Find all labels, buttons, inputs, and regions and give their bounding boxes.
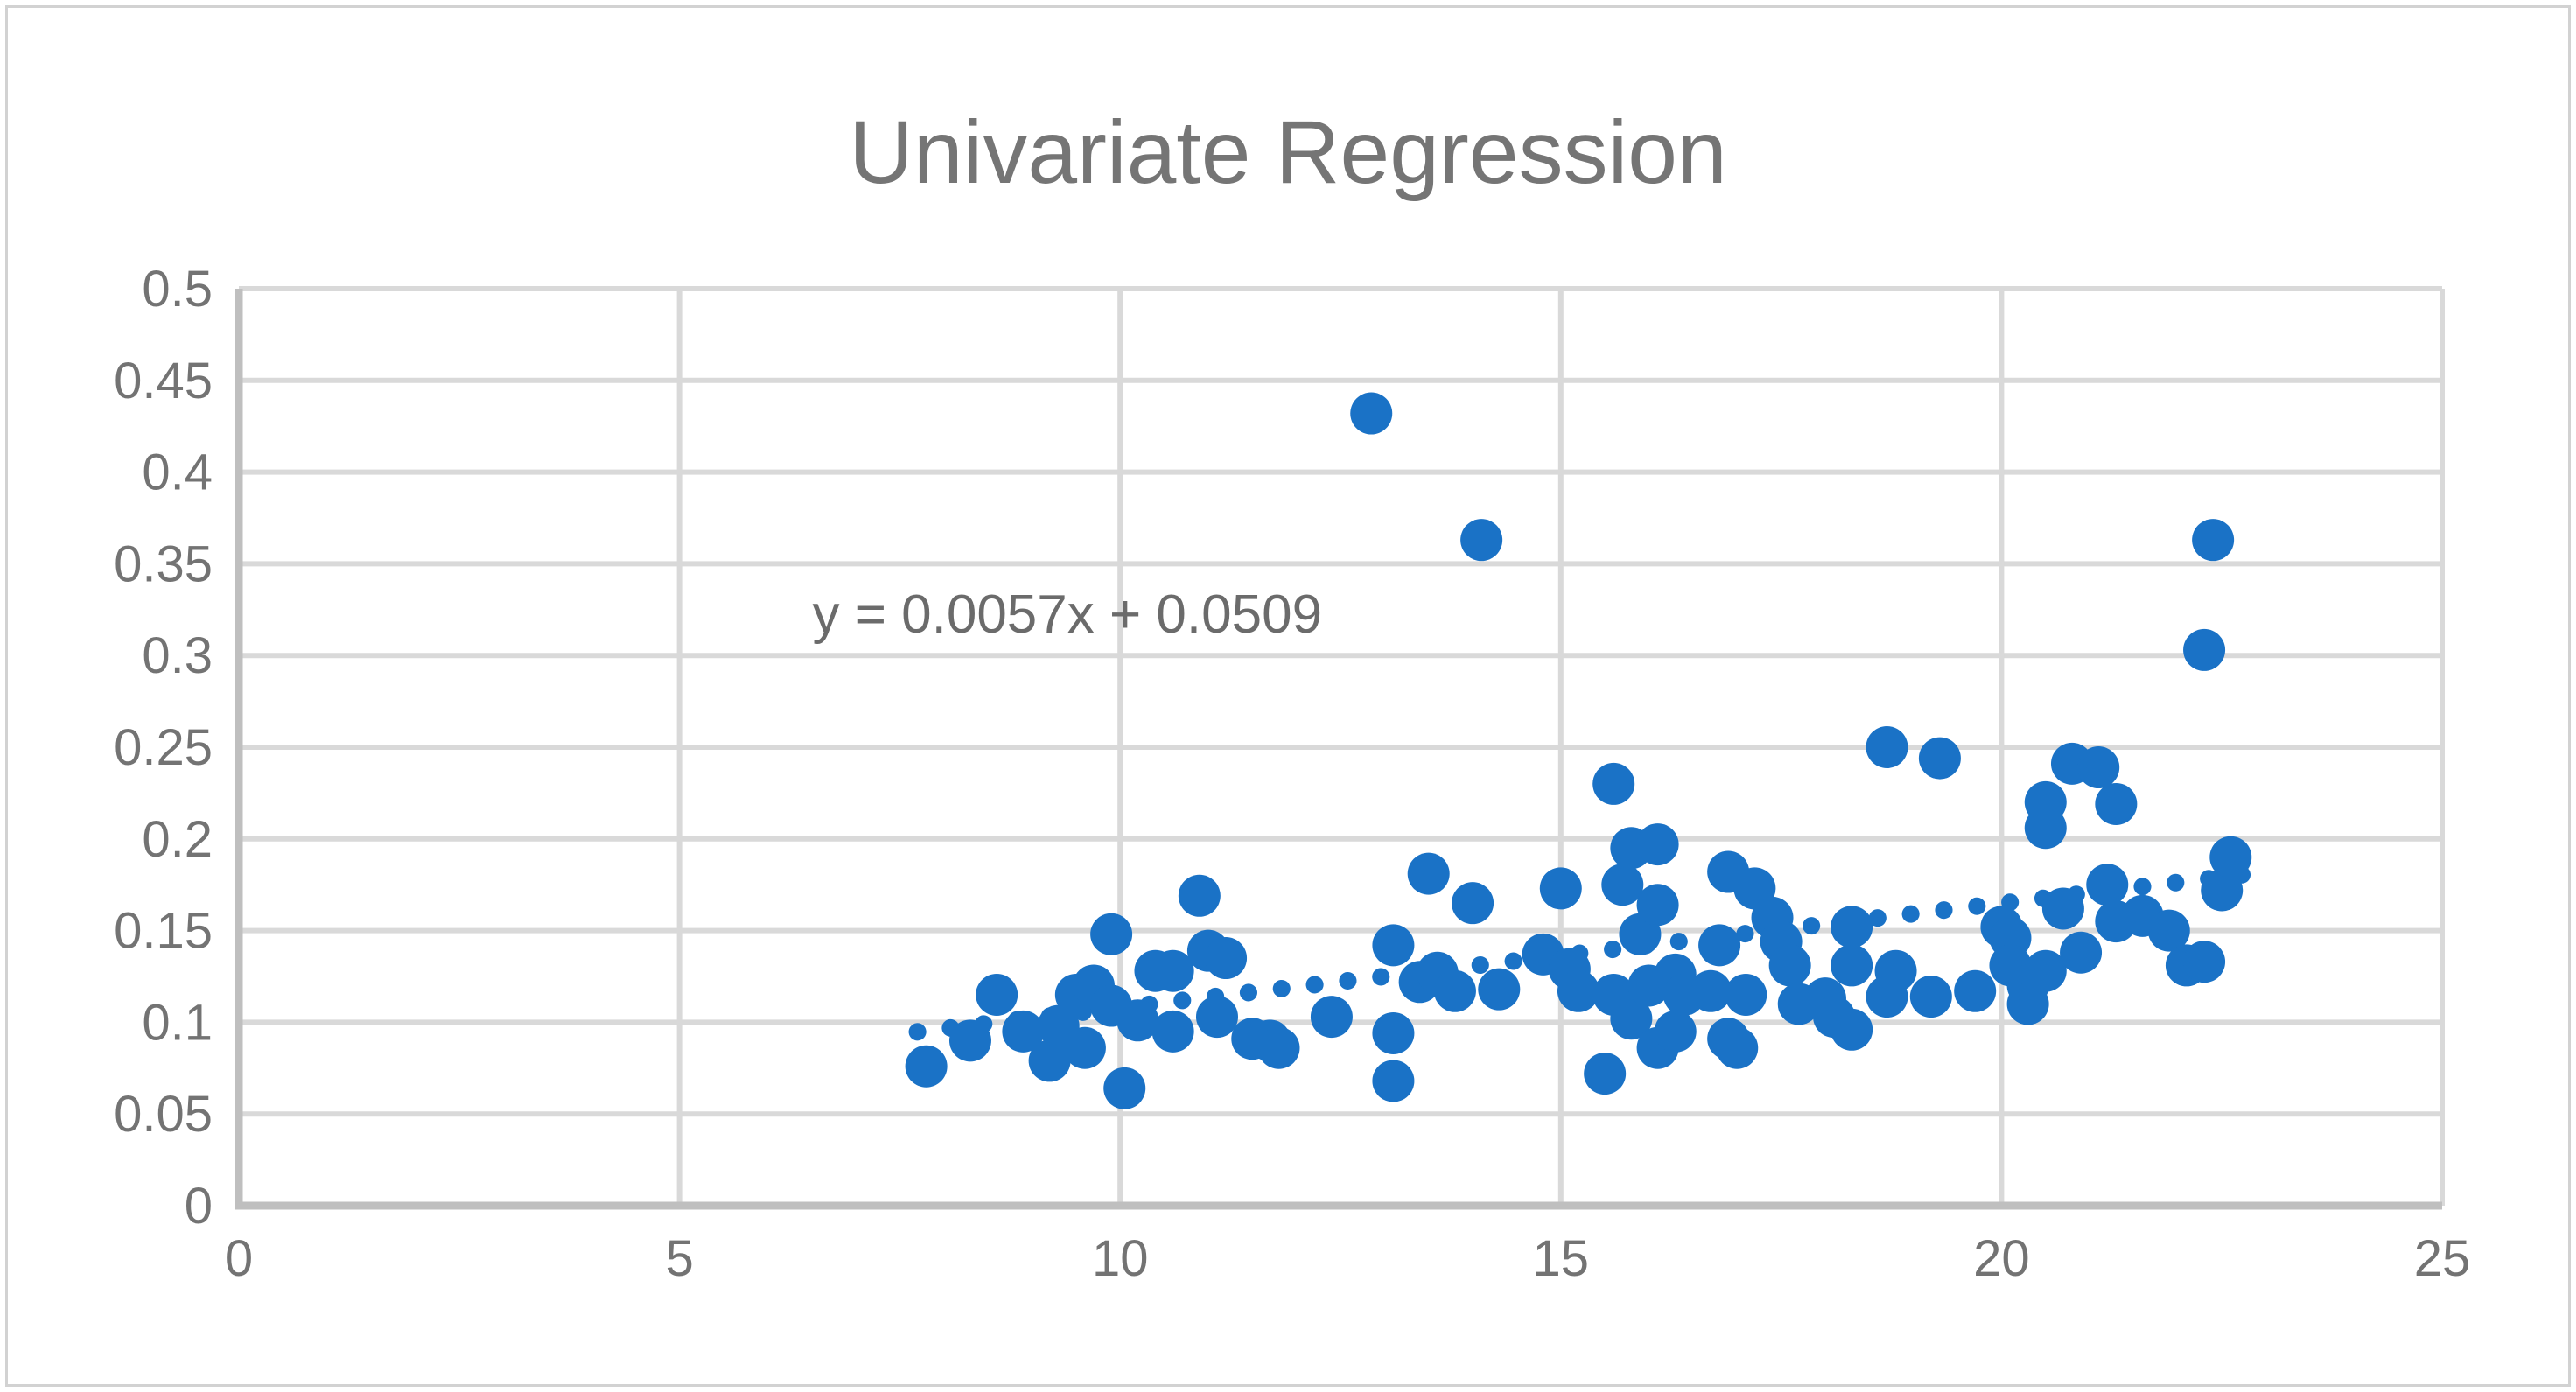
scatter-point [1725,973,1768,1016]
scatter-point [1310,996,1353,1039]
x-tick-label: 5 [665,1230,693,1287]
scatter-point [948,1019,991,1062]
scatter-point [1103,1067,1146,1109]
scatter-point [1539,867,1582,910]
scatter-point [1830,1008,1873,1051]
scatter-point [1601,864,1644,906]
scatter-point [1918,737,1961,780]
scatter-point [905,1045,948,1088]
scatter-point [1152,1010,1194,1053]
scatter-point [1350,392,1393,435]
y-tick-label: 0.45 [114,353,213,409]
scatter-point [2209,836,2252,878]
y-tick-label: 0.4 [142,444,213,501]
x-tick-label: 10 [1092,1230,1149,1287]
scatter-point [1116,999,1159,1042]
y-tick-label: 0.2 [142,811,213,868]
scatter-point [1654,1010,1697,1053]
scatter-point [1372,1011,1415,1054]
chart-frame [5,5,2571,1387]
scatter-point [1407,852,1450,895]
x-tick-label: 0 [225,1230,253,1287]
scatter-point [2183,628,2226,671]
scatter-point [1768,944,1811,987]
scatter-point [1452,882,1494,925]
scatter-point [1954,969,1997,1012]
scatter-point [2024,949,2067,992]
scatter-point [1866,726,1908,768]
y-tick-label: 0.5 [142,261,213,318]
scatter-point [1460,519,1503,562]
scatter-point [2024,807,2067,850]
scatter-point [2201,869,2244,912]
scatter-point [1698,924,1741,967]
x-tick-label: 20 [1973,1230,2030,1287]
scatter-point [1636,884,1679,927]
scatter-point [1610,997,1653,1040]
scatter-point [2006,983,2049,1025]
y-tick-label: 0.15 [114,903,213,960]
scatter-point [2086,864,2129,906]
scatter-point [1063,1026,1106,1069]
scatter-point [1002,1010,1045,1053]
y-tick-label: 0.3 [142,627,213,684]
scatter-point [2183,941,2226,983]
scatter-point [1716,1026,1759,1069]
scatter-point [2041,887,2084,930]
scatter-point [1584,1053,1627,1095]
scatter-point [1178,874,1221,917]
scatter-point [1195,996,1238,1039]
scatter-point [1874,949,1917,992]
scatter-point [1152,949,1194,992]
y-tick-label: 0.1 [142,994,213,1051]
scatter-point [2147,909,2190,952]
scatter-point [1557,969,1600,1012]
scatter-point [1257,1026,1300,1069]
scatter-point [1636,823,1679,866]
scatter-point [1372,924,1415,967]
scatter-point [1090,913,1133,955]
scatter-point [1830,944,1873,987]
scatter-point [2060,931,2103,974]
y-tick-label: 0 [185,1178,213,1235]
trendline-equation-label: y = 0.0057x + 0.0509 [812,584,1322,645]
scatter-point [2192,519,2235,562]
y-tick-label: 0.05 [114,1086,213,1143]
x-tick-label: 25 [2414,1230,2471,1287]
scatter-point [1592,762,1635,805]
scatter-point [1909,976,1952,1018]
scatter-point [976,973,1018,1016]
scatter-point [1372,1060,1415,1102]
scatter-point [1205,937,1248,980]
scatter-point [1478,968,1521,1011]
scatter-point [1028,1039,1071,1082]
y-tick-label: 0.35 [114,535,213,592]
scatter-point [1830,906,1873,948]
scatter-point [2077,746,2120,789]
x-tick-label: 15 [1533,1230,1590,1287]
scatter-point [1690,969,1732,1012]
scatter-point [1433,969,1476,1012]
y-tick-label: 0.25 [114,719,213,776]
chart-title: Univariate Regression [849,102,1727,202]
scatter-point [2095,782,2138,825]
